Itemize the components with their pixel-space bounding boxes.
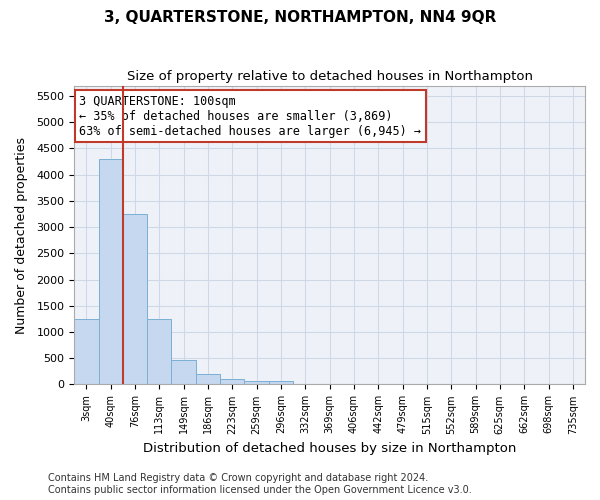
Bar	[196, 374, 220, 384]
Bar	[172, 360, 196, 384]
Text: 3, QUARTERSTONE, NORTHAMPTON, NN4 9QR: 3, QUARTERSTONE, NORTHAMPTON, NN4 9QR	[104, 10, 496, 25]
Bar	[74, 319, 98, 384]
Bar	[269, 380, 293, 384]
Bar	[220, 379, 244, 384]
Bar	[123, 214, 147, 384]
Text: 3 QUARTERSTONE: 100sqm
← 35% of detached houses are smaller (3,869)
63% of semi-: 3 QUARTERSTONE: 100sqm ← 35% of detached…	[79, 94, 421, 138]
Bar	[98, 159, 123, 384]
Y-axis label: Number of detached properties: Number of detached properties	[15, 136, 28, 334]
Bar	[147, 319, 172, 384]
Bar	[244, 380, 269, 384]
Text: Contains HM Land Registry data © Crown copyright and database right 2024.
Contai: Contains HM Land Registry data © Crown c…	[48, 474, 472, 495]
Title: Size of property relative to detached houses in Northampton: Size of property relative to detached ho…	[127, 70, 533, 83]
X-axis label: Distribution of detached houses by size in Northampton: Distribution of detached houses by size …	[143, 442, 516, 455]
